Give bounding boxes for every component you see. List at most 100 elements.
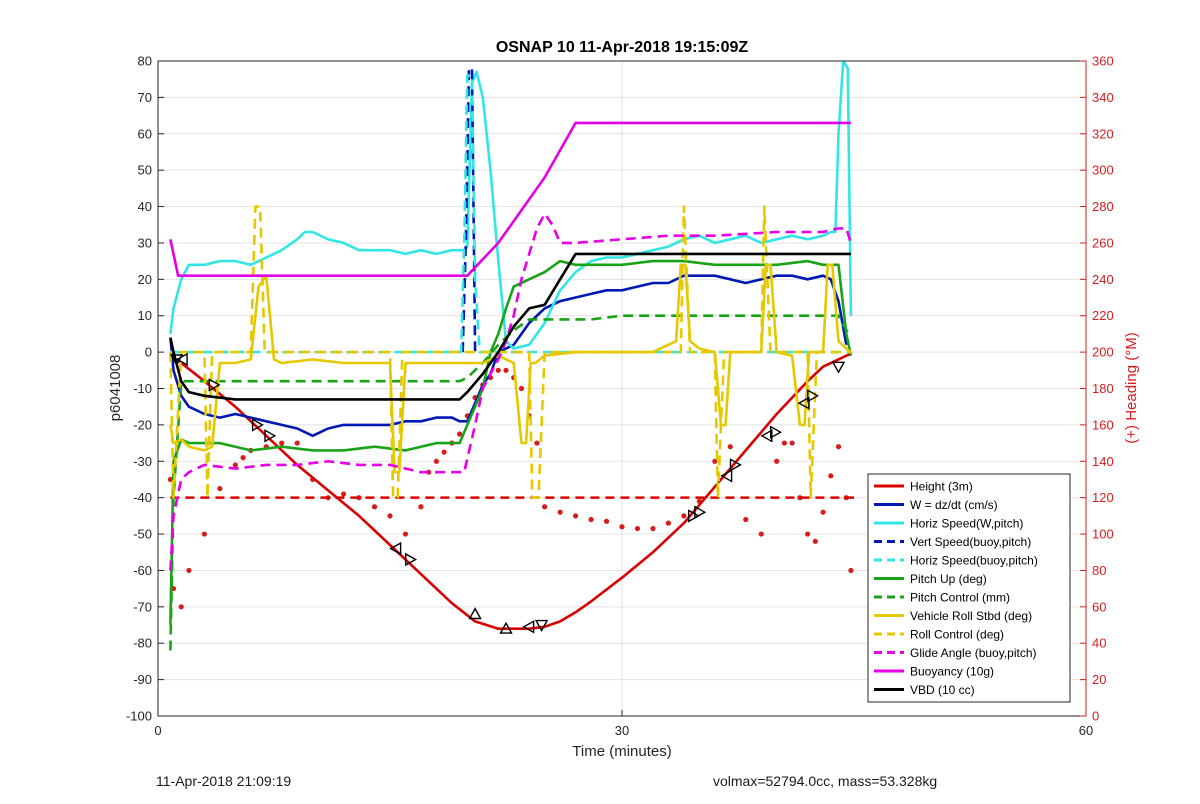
y-axis-label-left: p6041008: [107, 355, 124, 422]
waypoint-marker: [797, 396, 810, 410]
heading-point: [240, 455, 246, 461]
heading-point: [495, 367, 501, 373]
heading-point: [341, 491, 347, 497]
series-layer: [167, 61, 854, 651]
x-tick-label: 0: [154, 723, 161, 738]
heading-point: [848, 567, 854, 574]
heading-point: [167, 476, 173, 483]
heading-point: [835, 444, 842, 450]
y-tick-label-right: 360: [1092, 54, 1114, 69]
y-tick-label-right: 20: [1092, 672, 1106, 687]
y-tick-label-right: 160: [1092, 417, 1114, 432]
series-w-dz-dt-cm-s: [169, 274, 848, 438]
heading-point: [371, 504, 378, 510]
waypoint-marker: [807, 389, 820, 403]
legend-label: W = dz/dt (cm/s): [910, 498, 998, 512]
heading-point: [279, 440, 285, 446]
y-tick-label-left: 20: [138, 272, 152, 287]
legend-label: Vehicle Roll Stbd (deg): [910, 609, 1032, 623]
heading-point: [294, 440, 300, 446]
legend-label: Buoyancy (10g): [910, 665, 994, 679]
y-tick-label-left: -10: [133, 381, 152, 396]
footer-timestamp: 11-Apr-2018 21:09:19: [156, 773, 292, 789]
y-tick-label-right: 300: [1092, 163, 1114, 178]
heading-point: [789, 440, 795, 446]
x-tick-label: 60: [1079, 723, 1093, 738]
y-tick-label-left: -40: [133, 490, 152, 505]
heading-point: [681, 513, 687, 519]
legend-label: Pitch Up (deg): [910, 572, 987, 586]
heading-point: [573, 513, 579, 519]
y-tick-label-right: 120: [1092, 490, 1114, 505]
y-tick-label-right: 80: [1092, 563, 1106, 578]
heading-point: [402, 531, 409, 537]
heading-point: [665, 520, 672, 526]
series-pitch-control-mm: [169, 314, 852, 651]
y-tick-label-left: -90: [133, 672, 152, 687]
heading-point: [418, 504, 424, 510]
heading-point: [650, 525, 656, 532]
y-tick-label-right: 340: [1092, 90, 1114, 105]
waypoint-marker: [534, 619, 549, 632]
heading-point: [217, 485, 223, 492]
y-tick-label-left: 60: [138, 126, 152, 141]
heading-point: [186, 567, 192, 574]
heading-point: [387, 513, 393, 519]
y-tick-label-left: -70: [133, 599, 152, 614]
legend-label: VBD (10 cc): [910, 683, 975, 697]
y-tick-label-right: 260: [1092, 235, 1114, 250]
y-tick-label-left: 30: [138, 235, 152, 250]
legend-label: Horiz Speed(buoy,pitch): [910, 554, 1038, 568]
heading-point: [588, 516, 594, 523]
waypoint-marker: [729, 458, 742, 472]
y-tick-label-right: 40: [1092, 636, 1106, 651]
y-axis-label-right: (+) Heading (°M): [1123, 332, 1140, 443]
y-tick-label-right: 240: [1092, 272, 1114, 287]
heading-point: [457, 431, 463, 437]
series-horiz-speed-buoy-pitch: [170, 74, 851, 354]
heading-point: [812, 538, 818, 544]
heading-point: [534, 440, 540, 446]
legend-label: Roll Control (deg): [910, 628, 1004, 642]
waypoint-marker: [389, 541, 402, 556]
series-horiz-speed-w-pitch: [169, 61, 853, 350]
y-tick-label-right: 140: [1092, 454, 1114, 469]
heading-point: [503, 367, 509, 373]
waypoint-marker: [831, 361, 846, 374]
heading-point: [619, 524, 625, 530]
heading-point: [441, 449, 447, 455]
waypoint-marker: [264, 429, 277, 443]
waypoint-marker: [175, 352, 188, 367]
chart-title: OSNAP 10 11-Apr-2018 19:15:09Z: [496, 39, 749, 56]
heading-point: [232, 462, 238, 468]
heading-point: [805, 531, 811, 537]
footer-summary: volmax=52794.0cc, mass=53.328kg: [713, 773, 938, 789]
waypoint-marker: [720, 469, 733, 483]
waypoint-marker: [688, 509, 701, 523]
x-axis-label: Time (minutes): [572, 743, 671, 760]
axes: 0 30 60-100-90-80-70-60-50-40-30-20-100102…: [126, 54, 1114, 739]
heading-point: [828, 473, 834, 479]
waypoint-marker: [770, 425, 783, 439]
heading-point: [634, 525, 641, 532]
y-tick-label-right: 100: [1092, 527, 1114, 542]
series-glide-angle-buoy-pitch: [169, 212, 853, 571]
legend: Height (3m) W = dz/dt (cm/s) Horiz Speed(W…: [867, 473, 1071, 703]
y-tick-label-left: -80: [133, 636, 152, 651]
y-tick-label-right: 220: [1092, 308, 1114, 323]
legend-label: Height (3m): [910, 480, 973, 494]
legend-label: Glide Angle (buoy,pitch): [910, 646, 1037, 660]
waypoint-marker: [208, 378, 221, 392]
y-tick-label-left: 0: [145, 345, 152, 360]
series-vbd-10-cc: [169, 252, 851, 401]
waypoint-marker: [499, 621, 513, 634]
y-tick-label-left: -60: [133, 563, 152, 578]
y-tick-label-right: 200: [1092, 345, 1114, 360]
legend-label: Horiz Speed(W,pitch): [910, 517, 1023, 531]
series-pitch-up-deg: [169, 259, 853, 626]
legend-label: Vert Speed(buoy,pitch): [910, 535, 1031, 549]
y-tick-label-right: 280: [1092, 199, 1114, 214]
y-tick-label-left: -30: [133, 454, 152, 469]
heading-point: [727, 444, 733, 450]
